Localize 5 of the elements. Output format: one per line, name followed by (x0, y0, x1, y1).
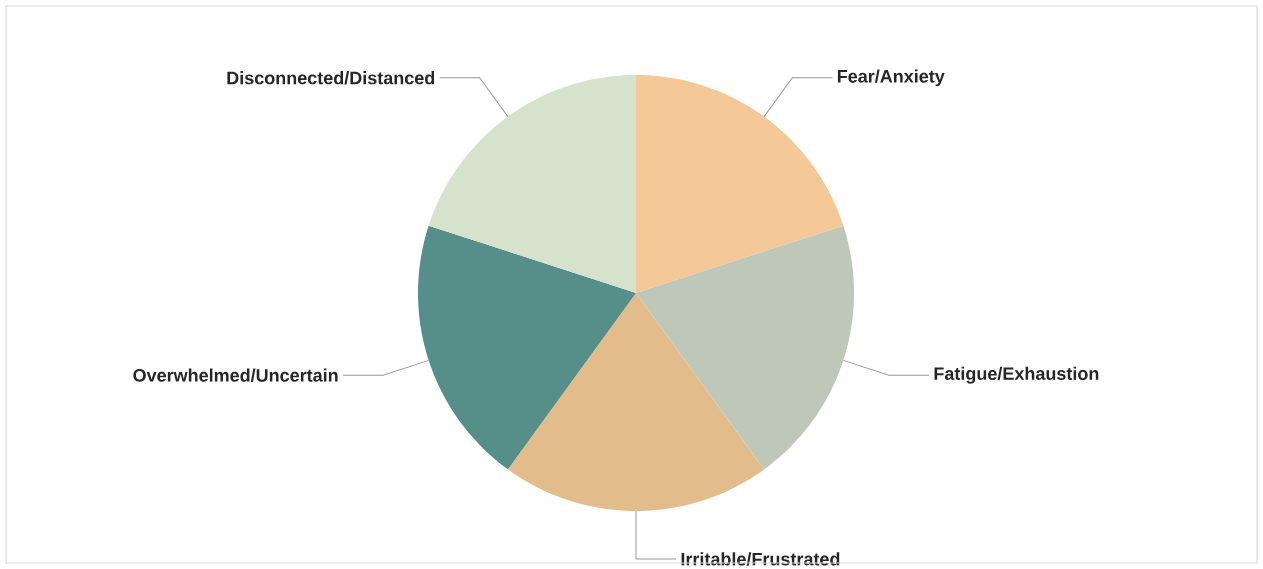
slice-label: Fear/Anxiety (837, 69, 945, 87)
slice-label: Disconnected/Distanced (227, 71, 435, 85)
slice-label: Fatigue/Exhaustion (934, 366, 1099, 384)
slice-label: Overwhelmed/Uncertain (133, 368, 338, 382)
slice-label: Irritable/Frustrated (681, 552, 840, 566)
